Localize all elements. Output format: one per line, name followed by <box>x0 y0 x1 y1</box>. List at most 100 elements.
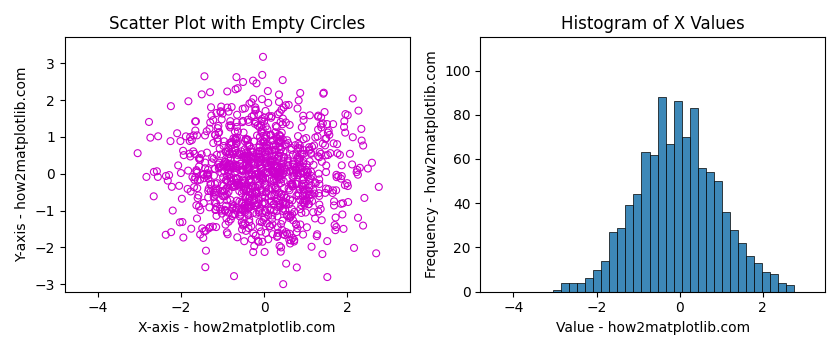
Point <box>190 167 203 173</box>
Point <box>151 174 165 180</box>
Point <box>290 153 303 158</box>
Point <box>276 206 290 211</box>
Point <box>291 193 305 198</box>
Point <box>196 225 209 231</box>
Point <box>304 150 318 156</box>
Point <box>267 201 281 207</box>
Point <box>265 193 278 199</box>
Point <box>267 183 281 188</box>
Point <box>318 109 331 115</box>
Point <box>290 181 303 187</box>
Point <box>307 209 320 215</box>
Point <box>230 234 244 240</box>
Point <box>208 207 222 213</box>
Point <box>249 168 262 174</box>
Point <box>242 163 255 168</box>
Point <box>297 117 310 123</box>
Point <box>233 163 246 169</box>
Bar <box>730 230 738 292</box>
Point <box>261 100 275 106</box>
Point <box>286 167 300 173</box>
Point <box>213 164 227 169</box>
Point <box>302 148 316 153</box>
Point <box>190 203 203 208</box>
Point <box>266 157 280 162</box>
Point <box>346 96 360 101</box>
Point <box>259 195 272 200</box>
Point <box>255 229 268 234</box>
Point <box>211 135 224 141</box>
Point <box>265 186 278 191</box>
Point <box>291 172 304 178</box>
Bar <box>601 261 609 292</box>
Point <box>261 88 275 94</box>
Point <box>297 160 310 166</box>
Point <box>240 161 254 167</box>
Point <box>312 153 325 159</box>
Point <box>218 193 232 198</box>
Point <box>162 172 176 178</box>
Point <box>272 153 286 159</box>
Point <box>274 140 287 145</box>
Point <box>218 168 231 174</box>
Point <box>204 181 218 187</box>
Point <box>235 206 249 212</box>
Point <box>270 124 283 130</box>
Point <box>248 190 261 195</box>
Point <box>270 165 284 171</box>
Point <box>293 90 307 96</box>
Point <box>279 208 292 213</box>
Point <box>261 169 275 175</box>
Point <box>261 148 275 154</box>
Point <box>318 136 332 141</box>
Point <box>239 136 253 141</box>
Point <box>297 184 310 190</box>
Point <box>322 128 335 134</box>
Point <box>274 165 287 170</box>
Point <box>336 212 349 217</box>
Point <box>287 164 301 169</box>
Point <box>202 186 216 191</box>
Point <box>276 164 289 169</box>
Point <box>236 178 249 183</box>
Point <box>321 274 334 280</box>
Point <box>254 165 267 170</box>
Point <box>276 159 290 164</box>
Point <box>270 136 284 142</box>
Point <box>239 178 252 184</box>
Bar <box>762 272 770 292</box>
Point <box>234 206 248 212</box>
Point <box>144 135 157 140</box>
Point <box>318 142 332 148</box>
Point <box>204 181 218 187</box>
Point <box>216 162 229 168</box>
Point <box>291 141 305 147</box>
Point <box>275 195 288 200</box>
Point <box>186 148 200 154</box>
Point <box>260 190 273 195</box>
Point <box>297 200 311 206</box>
Point <box>270 170 283 175</box>
Point <box>269 130 282 135</box>
Point <box>214 152 228 157</box>
Point <box>245 159 259 165</box>
Point <box>290 265 303 270</box>
Point <box>314 125 328 130</box>
Point <box>222 210 235 216</box>
Point <box>241 200 255 205</box>
Point <box>280 195 293 201</box>
Point <box>238 208 251 213</box>
Point <box>333 152 347 158</box>
Point <box>264 132 277 137</box>
Point <box>329 172 343 177</box>
Point <box>256 168 270 174</box>
Point <box>320 121 333 127</box>
Bar <box>561 283 570 292</box>
Point <box>319 186 333 191</box>
Point <box>218 208 232 213</box>
Point <box>227 203 240 209</box>
Point <box>299 210 312 215</box>
Point <box>164 103 177 109</box>
Point <box>195 152 208 157</box>
Point <box>255 157 268 162</box>
